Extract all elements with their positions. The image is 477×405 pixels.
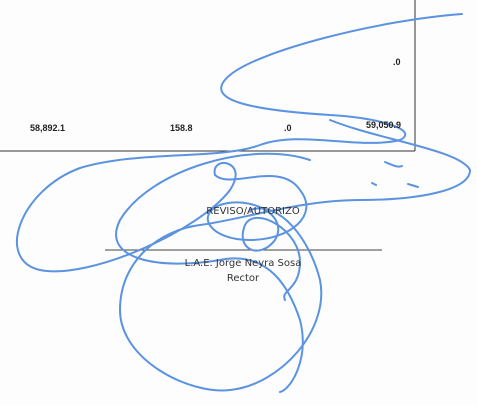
signer-name: L.A.E. Jorge Neyra Sosa — [184, 258, 302, 269]
total-cell: 58,892.1 — [30, 123, 66, 133]
upper-value: .0 — [393, 57, 401, 67]
total-cell: .0 — [284, 123, 292, 133]
signature-heading: REVISO/AUTORIZO — [206, 206, 300, 217]
signer-position: Rector — [226, 273, 260, 284]
handwritten-signature — [15, 13, 472, 393]
total-cell: 59,050.9 — [366, 120, 402, 130]
total-cell: 158.8 — [170, 123, 193, 133]
